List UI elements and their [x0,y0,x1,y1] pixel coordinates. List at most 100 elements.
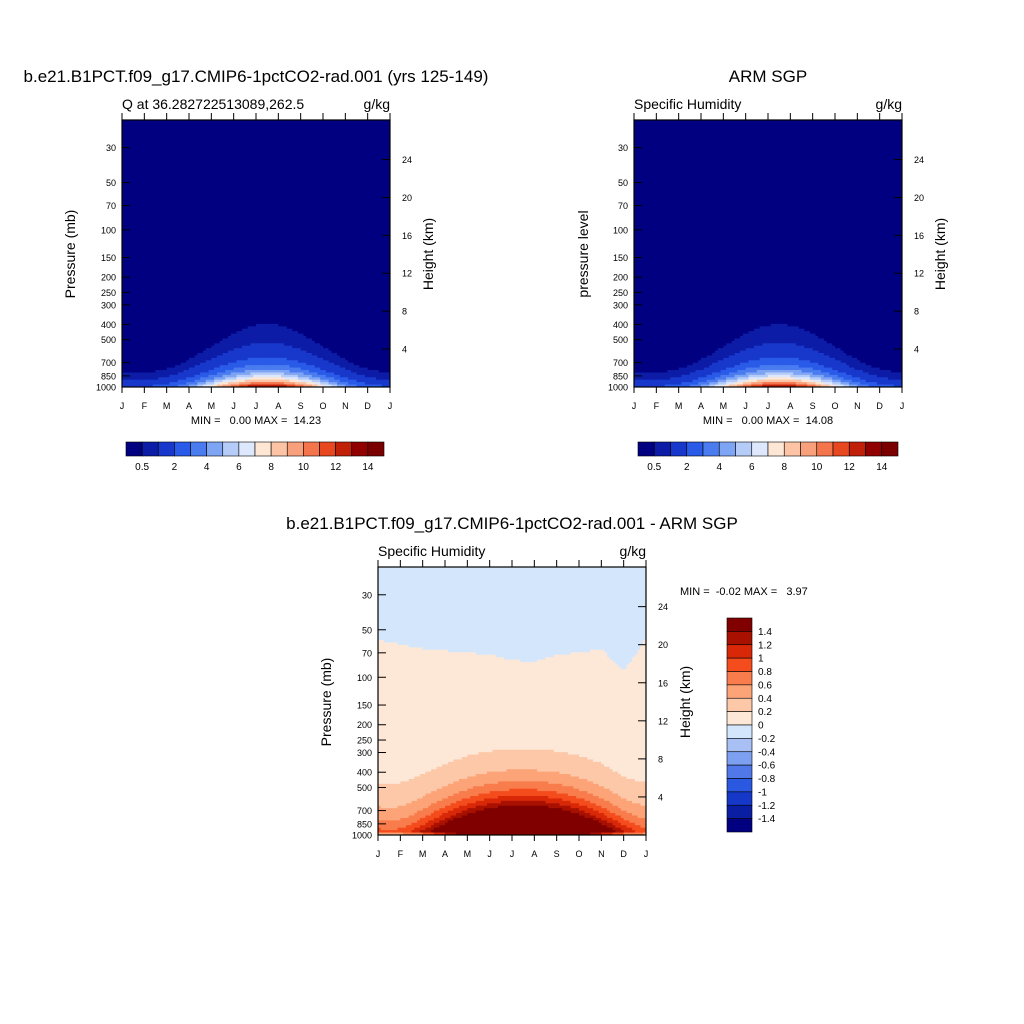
contour-cell [328,207,332,211]
contour-cell [200,221,204,225]
contour-cell [236,238,240,242]
contour-cell [219,146,224,150]
contour-cell [149,226,154,230]
contour-cell [297,163,302,167]
contour-cell [155,221,159,225]
contour-cell [180,139,185,143]
contour-cell [342,187,346,191]
contour-cell [336,236,341,240]
contour-cell [359,161,363,165]
contour-cell [211,234,215,238]
contour-cell [261,149,265,153]
contour-cell [189,236,193,240]
contour-cell [292,139,296,143]
contour-cell [362,156,366,160]
contour-cell [381,144,386,148]
contour-cell [253,161,257,165]
contour-cell [300,241,305,245]
contour-cell [359,158,363,162]
contour-cell [256,151,260,155]
contour-cell [177,141,182,145]
contour-cell [275,173,279,177]
contour-cell [225,217,229,221]
contour-cell [133,158,137,162]
contour-cell [272,221,277,225]
contour-cell [292,231,296,235]
contour-cell [384,120,388,124]
contour-cell [180,192,185,196]
contour-cell [166,195,171,199]
contour-cell [376,217,380,221]
contour-cell [144,238,148,242]
contour-cell [362,202,366,206]
contour-cell [292,185,296,189]
contour-cell [233,153,238,158]
contour-cell [267,231,271,235]
contour-cell [289,243,293,247]
contour-cell [311,173,316,177]
contour-cell [323,185,327,189]
contour-cell [309,224,313,228]
contour-cell [378,200,383,204]
contour-cell [292,200,296,204]
contour-cell [311,221,316,225]
contour-cell [163,219,168,223]
contour-cell [222,168,226,172]
contour-cell [180,134,185,138]
contour-cell [334,204,338,208]
contour-cell [211,190,215,194]
contour-cell [278,129,282,133]
contour-cell [336,168,341,172]
contour-cell [161,238,165,242]
contour-cell [169,141,173,145]
contour-cell [272,204,277,208]
contour-cell [328,221,332,225]
contour-cell [225,224,229,228]
contour-cell [320,156,324,160]
contour-cell [122,238,126,242]
contour-cell [261,224,265,228]
contour-cell [283,166,288,170]
contour-cell [186,166,190,170]
contour-cell [295,219,299,223]
contour-cell [314,168,319,172]
contour-cell [317,122,321,126]
contour-cell [278,243,282,247]
contour-cell [147,187,151,191]
contour-cell [166,243,171,247]
contour-cell [309,161,313,165]
contour-cell [317,129,321,133]
contour-cell [225,170,229,174]
contour-cell [362,175,366,179]
contour-cell [387,241,390,245]
contour-cell [367,136,372,141]
contour-cell [323,234,327,238]
contour-cell [258,231,263,235]
contour-cell [317,234,321,238]
contour-cell [283,212,288,216]
contour-cell [211,144,215,148]
contour-cell [286,200,291,204]
contour-cell [275,243,279,247]
contour-cell [186,202,190,206]
contour-cell [350,178,355,182]
contour-cell [144,187,148,191]
contour-cell [309,168,313,172]
contour-cell [186,204,190,208]
contour-cell [149,122,154,126]
contour-cell [325,241,330,245]
contour-cell [189,219,193,223]
contour-cell [384,124,388,128]
contour-cell [345,134,349,138]
contour-cell [233,229,238,233]
contour-cell [267,124,271,128]
contour-cell [233,166,238,170]
contour-cell [250,202,254,206]
contour-cell [200,161,204,165]
contour-cell [362,234,366,238]
contour-cell [228,212,232,216]
contour-cell [336,124,341,128]
contour-cell [149,178,154,182]
contour-cell [311,141,316,145]
contour-cell [295,122,299,126]
